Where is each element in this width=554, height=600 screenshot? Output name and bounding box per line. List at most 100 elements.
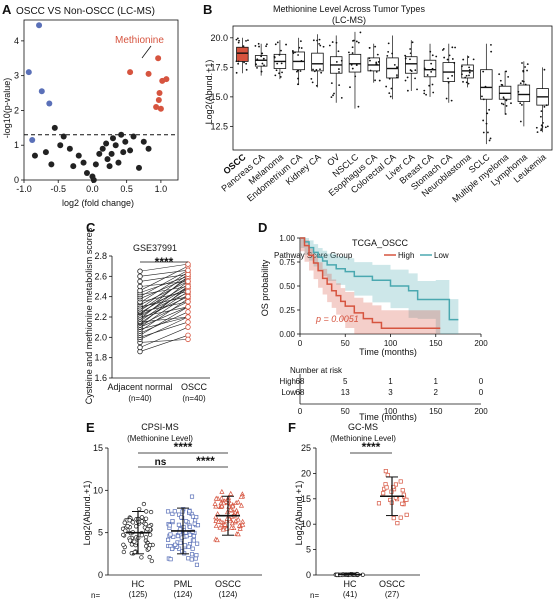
dot-point: [228, 490, 234, 496]
box-jitter-point: [299, 40, 302, 43]
dot-point: [404, 497, 409, 502]
gcms-n-prefix: n=: [310, 591, 319, 600]
dot-point: [235, 531, 241, 537]
y-tick-label: 0: [306, 570, 311, 580]
paired-ylabel: Cysteine and methionine metabolism score…: [84, 227, 94, 404]
box-jitter-point: [396, 66, 398, 69]
box-jitter-point: [338, 71, 340, 73]
x-tick-label: 1.0: [155, 184, 168, 194]
dot-point: [214, 537, 220, 543]
box-jitter-point: [393, 63, 396, 66]
box-jitter-point: [335, 41, 338, 44]
box-jitter-point: [450, 99, 453, 102]
pair-line: [139, 335, 189, 352]
dot-point: [145, 526, 150, 532]
box-jitter-point: [391, 52, 394, 55]
dot-point: [125, 523, 130, 529]
box-jitter-point: [489, 137, 492, 140]
category-label: OSCC: [181, 382, 208, 392]
box-jitter-point: [396, 74, 398, 77]
box-jitter-point: [300, 47, 303, 49]
dot-point: [189, 557, 194, 562]
paired-dot-plot: GSE37991 Cysteine and methionine metabol…: [84, 227, 210, 404]
box-jitter-point: [347, 51, 350, 54]
dot-point: [383, 469, 388, 474]
data-point: [115, 159, 122, 166]
risk-value: 13: [341, 388, 350, 397]
box-jitter-point: [355, 40, 358, 43]
box-jitter-point: [526, 69, 528, 72]
dot-point: [176, 512, 182, 517]
box-jitter-point: [374, 45, 377, 48]
risk-x-tick-label: 200: [474, 407, 488, 416]
annotation-pointer: [141, 45, 152, 59]
box-jitter-point: [357, 41, 360, 44]
dot-point: [194, 514, 199, 520]
box-jitter-point: [374, 79, 376, 82]
y-tick-label: 1.00: [279, 234, 295, 243]
risk-value: 0: [479, 377, 484, 386]
box-jitter-point: [409, 48, 412, 50]
y-tick-label: 2: [14, 105, 19, 115]
dot-point: [237, 525, 243, 531]
box-jitter-point: [296, 70, 298, 73]
pair-line: [139, 339, 189, 343]
data-point: [130, 133, 137, 140]
box-jitter-point: [330, 96, 333, 99]
survival-pvalue: p = 0.0051: [315, 314, 359, 324]
pair-line: [139, 316, 189, 340]
box-jitter-point: [443, 56, 446, 59]
cpsi-dot-plot: CPSI-MS (Methionine Level) Log2(Abund.+1…: [82, 422, 262, 600]
survival-title: TCGA_OSCC: [352, 238, 409, 248]
box-jitter-point: [245, 68, 248, 71]
box-ylabel: Log2(Abund.+1): [204, 60, 214, 125]
n-label: (n=40): [182, 394, 206, 403]
box-jitter-point: [545, 104, 548, 107]
data-point: [135, 164, 142, 171]
box-jitter-point: [498, 73, 501, 76]
box-jitter-point: [332, 94, 334, 97]
box-jitter-point: [247, 39, 249, 42]
high-survival-curve: [300, 237, 441, 329]
box-jitter-point: [281, 71, 283, 74]
dot-point: [376, 501, 382, 506]
data-point: [42, 149, 49, 156]
box-jitter-point: [540, 128, 543, 130]
cpsi-subtitle: (Methionine Level): [127, 434, 193, 443]
pair-line: [139, 291, 189, 324]
data-point: [140, 138, 147, 145]
panel-label-f: F: [288, 420, 296, 435]
x-tick-label: 150: [429, 339, 443, 348]
box-jitter-point: [488, 108, 491, 111]
box-jitter-point: [482, 131, 485, 134]
dot-point: [219, 488, 225, 494]
box-jitter-point: [318, 38, 321, 41]
box-jitter-point: [500, 83, 503, 86]
data-point: [66, 145, 73, 152]
dot-point: [139, 555, 144, 560]
n-label: (27): [385, 590, 400, 599]
box-jitter-point: [279, 76, 282, 78]
box-jitter-point: [352, 39, 355, 42]
box-jitter-point: [431, 54, 434, 57]
risk-x-tick-label: 100: [384, 407, 398, 416]
box-jitter-point: [315, 84, 318, 87]
dot-point: [193, 556, 198, 561]
box-jitter-point: [425, 93, 427, 96]
box-jitter-point: [465, 74, 468, 77]
dot-point: [180, 549, 185, 554]
comparison-label: ns: [155, 457, 167, 468]
dot-point: [175, 534, 181, 539]
x-tick-label: 0: [298, 339, 303, 348]
dot-point: [404, 512, 409, 517]
box-jitter-point: [488, 139, 491, 142]
data-point: [109, 135, 116, 142]
box-jitter-point: [258, 45, 260, 48]
dot-point: [121, 532, 126, 538]
data-point: [120, 149, 127, 156]
box-jitter-point: [472, 58, 475, 61]
oscc-point: [185, 304, 191, 310]
box-jitter-point: [465, 81, 468, 84]
dot-point: [187, 532, 192, 537]
panel-label-e: E: [86, 420, 95, 435]
